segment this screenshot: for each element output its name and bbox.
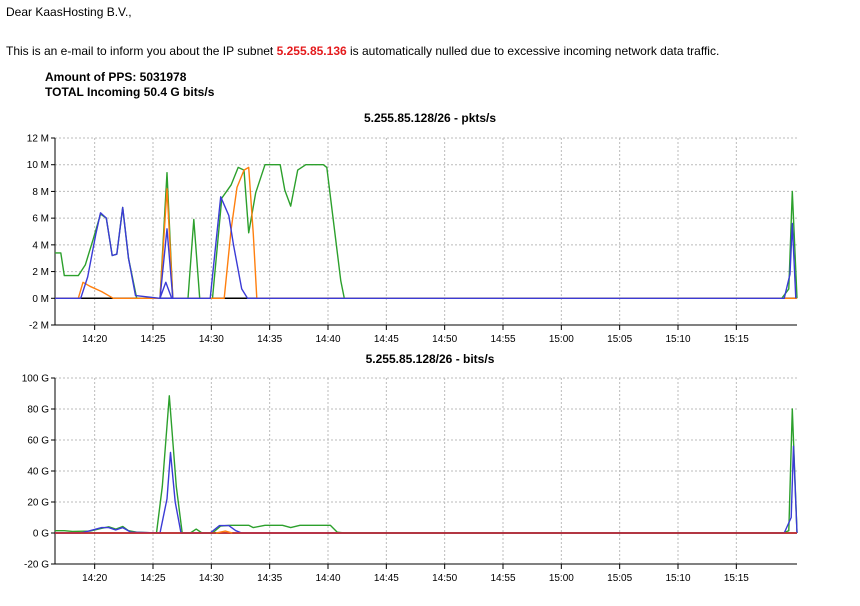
x-tick-label: 14:55 (490, 573, 515, 584)
x-tick-label: 15:10 (665, 334, 690, 345)
intro-text-after: is automatically nulled due to excessive… (346, 44, 720, 58)
series-line-green (55, 395, 798, 534)
x-tick-label: 15:05 (607, 334, 632, 345)
x-tick-label: 14:40 (315, 334, 340, 345)
y-tick-label: -20 G (24, 560, 49, 571)
x-tick-label: 14:45 (374, 573, 399, 584)
email-intro: This is an e-mail to inform you about th… (6, 44, 719, 58)
y-tick-label: 0 G (33, 529, 49, 540)
ip-address: 5.255.85.136 (276, 44, 347, 58)
series-line-blue (55, 196, 797, 300)
series-line-blue (55, 445, 798, 534)
y-tick-label: 2 M (32, 267, 49, 278)
email-greeting: Dear KaasHosting B.V., (6, 5, 132, 19)
y-tick-label: 6 M (32, 214, 49, 225)
x-tick-label: 15:05 (607, 573, 632, 584)
y-tick-label: 8 M (32, 187, 49, 198)
x-tick-label: 14:35 (257, 573, 282, 584)
total-incoming: TOTAL Incoming 50.4 G bits/s (45, 85, 215, 99)
x-tick-label: 15:00 (549, 334, 574, 345)
x-tick-label: 14:55 (490, 334, 515, 345)
x-tick-label: 15:15 (724, 334, 749, 345)
y-tick-label: -2 M (29, 321, 49, 332)
chart-title-pkts: 5.255.85.128/26 - pkts/s (363, 111, 497, 125)
x-tick-label: 14:30 (199, 334, 224, 345)
chart-title-bits: 5.255.85.128/26 - bits/s (365, 352, 495, 366)
x-tick-label: 14:25 (140, 573, 165, 584)
x-tick-label: 14:20 (82, 573, 107, 584)
x-tick-label: 14:50 (432, 573, 457, 584)
y-tick-label: 10 M (27, 160, 49, 171)
x-tick-label: 14:20 (82, 334, 107, 345)
x-tick-label: 15:00 (549, 573, 574, 584)
intro-text-before: This is an e-mail to inform you about th… (6, 44, 277, 58)
y-tick-label: 4 M (32, 240, 49, 251)
x-tick-label: 14:30 (199, 573, 224, 584)
y-tick-label: 12 M (27, 134, 49, 145)
x-tick-label: 15:15 (724, 573, 749, 584)
x-tick-label: 14:50 (432, 334, 457, 345)
x-tick-label: 14:25 (140, 334, 165, 345)
y-tick-label: 100 G (22, 374, 49, 385)
y-tick-label: 40 G (27, 467, 49, 478)
y-tick-label: 20 G (27, 498, 49, 509)
pkts-chart: -2 M 0 M 2 M 4 M 6 M 8 M 10 M 12 M 14:20 14:25 14:… (27, 134, 798, 345)
bits-chart: -20 G 0 G 20 G 40 G 60 G 80 G 100 G 14:20 14:25 1… (22, 374, 798, 584)
y-tick-label: 80 G (27, 405, 49, 416)
x-tick-label: 14:45 (374, 334, 399, 345)
y-tick-label: 60 G (27, 436, 49, 447)
x-tick-label: 15:10 (665, 573, 690, 584)
pps-amount: Amount of PPS: 5031978 (45, 70, 187, 84)
x-tick-label: 14:40 (315, 573, 340, 584)
x-tick-label: 14:35 (257, 334, 282, 345)
series-line-orange (215, 530, 233, 534)
y-tick-label: 0 M (32, 294, 49, 305)
